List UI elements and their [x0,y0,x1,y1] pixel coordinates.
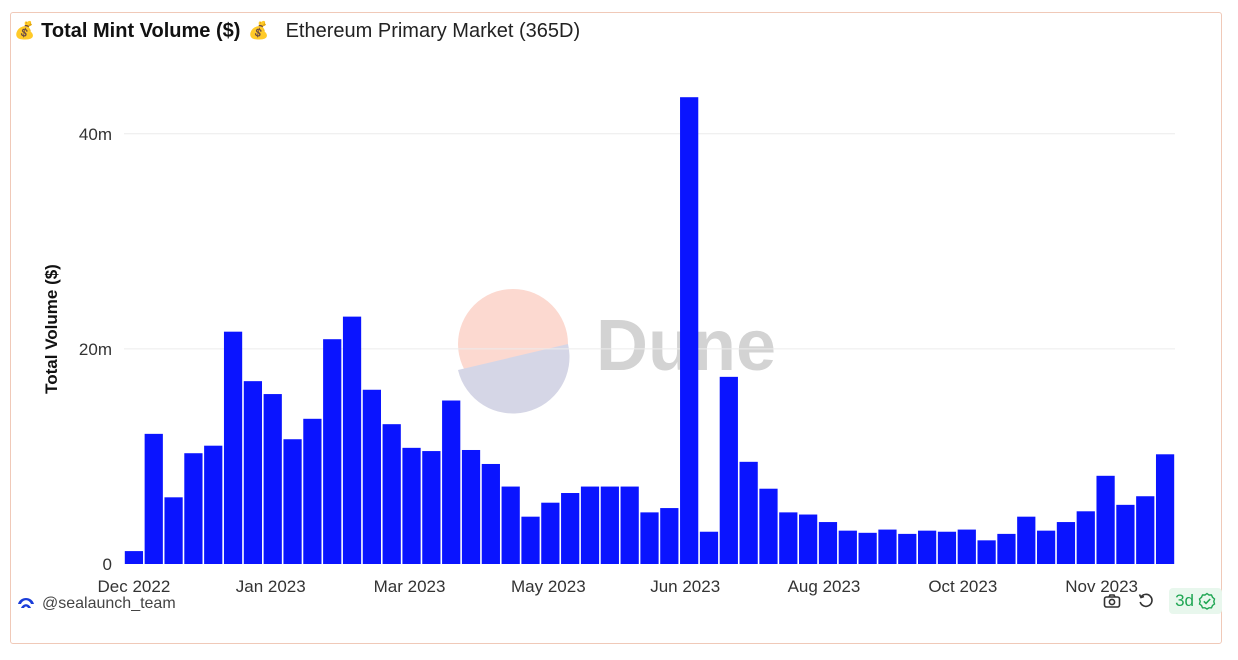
bar[interactable] [243,381,263,564]
chart-title: Total Mint Volume ($) [41,19,241,42]
bar[interactable] [838,530,857,564]
bar[interactable] [303,418,322,564]
bar[interactable] [521,516,540,564]
bars [124,97,1175,564]
money-bag-icon: 💰 [14,20,36,41]
bar[interactable] [541,502,560,564]
bar[interactable] [680,97,699,564]
bar[interactable] [878,529,897,564]
watermark-circle-half [458,344,570,414]
bar[interactable] [342,316,362,564]
y-axis-ticks: 0 20m 40m [79,125,112,574]
bar[interactable] [561,493,580,564]
bar[interactable] [184,453,203,564]
refresh-age-label: 3d [1175,591,1194,610]
bar[interactable] [640,512,659,564]
bar[interactable] [481,463,500,564]
x-tick-label: Jan 2023 [236,577,306,596]
bar[interactable] [580,486,600,564]
bar[interactable] [204,445,223,564]
bar[interactable] [699,531,719,564]
bar[interactable] [323,339,342,564]
bar[interactable] [739,461,758,564]
bar[interactable] [858,532,877,564]
x-tick-label: Aug 2023 [788,577,861,596]
bar[interactable] [957,529,976,564]
bar[interactable] [719,376,738,564]
bar[interactable] [779,512,798,564]
bar[interactable] [997,533,1016,564]
chart-subtitle: Ethereum Primary Market (365D) [285,19,581,42]
bar[interactable] [937,531,957,564]
money-bag-icon: 💰 [248,20,270,41]
bar[interactable] [442,400,461,564]
bar[interactable] [918,530,937,564]
bar[interactable] [1136,496,1155,564]
y-tick-label: 20m [79,340,112,359]
bar[interactable] [382,424,401,564]
x-tick-label: Mar 2023 [374,577,446,596]
sealaunch-logo-icon [16,592,36,615]
bar[interactable] [283,439,302,564]
gridlines [124,133,1175,350]
bar[interactable] [799,514,818,564]
dune-watermark: Dune [458,289,776,414]
bar[interactable] [402,447,421,564]
y-axis-label: Total Volume ($) [42,264,61,394]
x-tick-label: Dec 2022 [98,577,171,596]
bar[interactable] [362,389,381,564]
refresh-icon[interactable] [1135,590,1157,612]
bar[interactable] [124,551,144,564]
bar[interactable] [759,488,778,564]
x-tick-label: Nov 2023 [1065,577,1138,596]
bar[interactable] [600,486,619,564]
bar[interactable] [1096,475,1115,564]
y-tick-label: 0 [103,555,112,574]
y-tick-label: 40m [79,125,112,144]
x-axis-ticks: Dec 2022 Jan 2023 Mar 2023 May 2023 Jun 2023… [98,577,1138,596]
bar[interactable] [1076,511,1095,564]
bar[interactable] [1017,516,1036,564]
x-tick-label: Jun 2023 [650,577,720,596]
chart-header: 💰 Total Mint Volume ($) 💰 Ethereum Prima… [14,16,580,46]
username-link[interactable]: @sealaunch_team [42,594,176,612]
bar[interactable] [660,508,679,564]
bar[interactable] [1056,522,1076,564]
bar[interactable] [898,533,917,564]
check-circle-icon [1198,592,1216,610]
bar[interactable] [1036,530,1056,564]
bar[interactable] [144,433,163,564]
bar[interactable] [164,497,183,564]
x-tick-label: Oct 2023 [928,577,997,596]
footer-user[interactable]: @sealaunch_team [16,592,176,615]
bar[interactable] [1116,504,1135,564]
bar[interactable] [620,486,639,564]
bar[interactable] [977,540,996,564]
bar[interactable] [1155,454,1175,564]
bar[interactable] [461,449,481,564]
camera-icon[interactable] [1101,590,1123,612]
bar[interactable] [501,486,520,564]
bar[interactable] [263,394,282,564]
x-tick-label: May 2023 [511,577,586,596]
bar[interactable] [818,522,838,564]
refresh-status-badge[interactable]: 3d [1169,588,1222,614]
bar[interactable] [223,331,243,564]
footer-actions: 3d [1089,588,1222,614]
bar[interactable] [422,451,441,564]
